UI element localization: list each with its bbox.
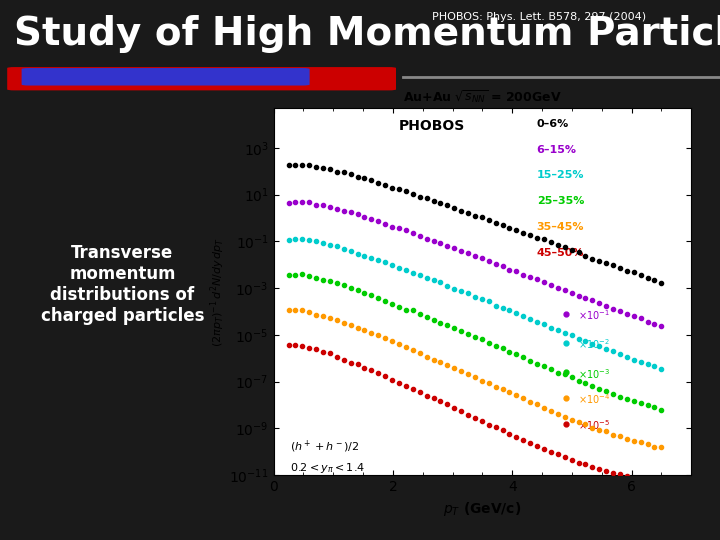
Text: 45–50%: 45–50% bbox=[536, 247, 584, 258]
Text: $\times 10^{-2}$: $\times 10^{-2}$ bbox=[578, 338, 611, 352]
FancyBboxPatch shape bbox=[22, 68, 310, 85]
Text: $\times 10^{-5}$: $\times 10^{-5}$ bbox=[578, 418, 611, 432]
Text: $\times 10^{-1}$: $\times 10^{-1}$ bbox=[578, 308, 611, 322]
Text: $0.2 < y_{\pi} < 1.4$: $0.2 < y_{\pi} < 1.4$ bbox=[290, 461, 365, 475]
FancyBboxPatch shape bbox=[7, 67, 396, 90]
Text: 15–25%: 15–25% bbox=[536, 171, 584, 180]
Text: 0–6%: 0–6% bbox=[536, 119, 569, 129]
Text: PHOBOS: Phys. Lett. B578, 297 (2004): PHOBOS: Phys. Lett. B578, 297 (2004) bbox=[432, 12, 646, 22]
Y-axis label: $(2\pi p_T)^{-1}\, d^2N/dy\,dp_T$: $(2\pi p_T)^{-1}\, d^2N/dy\,dp_T$ bbox=[208, 237, 227, 347]
Title: Au+Au $\sqrt{s_{NN}}$ = 200GeV: Au+Au $\sqrt{s_{NN}}$ = 200GeV bbox=[403, 89, 562, 106]
X-axis label: $p_T$ (GeV/c): $p_T$ (GeV/c) bbox=[444, 500, 521, 518]
Text: 25–35%: 25–35% bbox=[536, 196, 584, 206]
Text: Transverse
momentum
distributions of
charged particles: Transverse momentum distributions of cha… bbox=[40, 244, 204, 325]
Text: 6–15%: 6–15% bbox=[536, 145, 577, 155]
Text: 35–45%: 35–45% bbox=[536, 222, 584, 232]
Text: $(h^+ + h^-)/2$: $(h^+ + h^-)/2$ bbox=[290, 438, 359, 455]
Text: Study of High Momentum Particles: Study of High Momentum Particles bbox=[14, 15, 720, 52]
Text: $\times 10^{-3}$: $\times 10^{-3}$ bbox=[578, 367, 611, 381]
Text: PHOBOS: PHOBOS bbox=[399, 119, 465, 133]
Text: $\times 10^{-4}$: $\times 10^{-4}$ bbox=[578, 393, 611, 407]
